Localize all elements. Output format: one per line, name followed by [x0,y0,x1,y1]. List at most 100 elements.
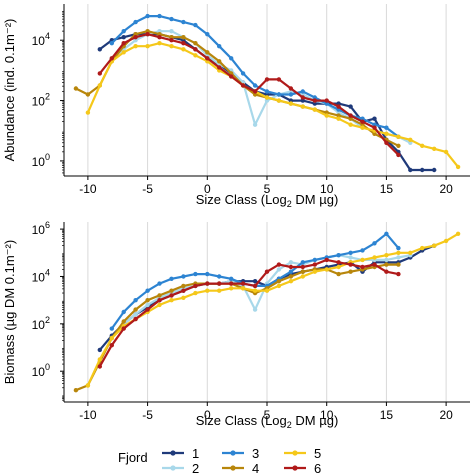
biomass-x-label-end: DM µg) [292,413,339,428]
biomass-series-5-point [432,243,437,248]
legend-swatch-point-6 [292,465,298,471]
biomass-series-3-point [312,257,317,263]
biomass-series-4-point [288,274,294,279]
biomass-series-5-point [264,288,270,293]
abundance-series-3-point [288,92,294,97]
biomass-series-6-point [109,343,115,348]
abundance-series-4-point [85,92,91,97]
abundance-x-tick-label: 0 [204,182,211,196]
legend-swatch-point-4 [230,465,236,471]
biomass-series-5-point [109,335,115,341]
biomass-series-2-point [252,307,258,312]
legend-label-2: 2 [192,461,199,474]
biomass-series-6-point [169,293,174,298]
biomass-series-3-point [288,269,294,274]
legend-swatch-point-3 [230,450,236,456]
abundance-series-3-point [169,16,174,22]
biomass-series-3-point [169,276,174,281]
biomass-x-label-main: Size Class (Log [196,413,287,428]
biomass-y-tick-label: 100 [32,362,50,379]
abundance-series-5-point [360,125,365,130]
biomass-series-6-point [336,260,341,265]
abundance-series-6-point [193,47,198,52]
abundance-x-tick-label: -10 [79,182,97,196]
abundance-series-5-point [193,53,198,58]
biomass-series-4-point [181,283,186,289]
biomass-series-6-point [97,364,103,369]
biomass-x-tick-label: 20 [439,408,453,422]
abundance-series-6-point [372,125,377,130]
abundance-series-5-point [312,107,317,112]
abundance-series-5-point [121,50,126,55]
abundance-series-1-point [121,35,126,40]
biomass-x-tick-label: 15 [380,408,394,422]
biomass-x-tick-label: -10 [79,408,97,422]
biomass-y-tick-label: 106 [32,220,50,237]
abundance-series-6-point [264,77,270,82]
biomass-series-5-point [217,288,222,293]
abundance-x-tick-label: 15 [380,182,394,196]
biomass-series-4-point [300,269,305,274]
biomass-series-5-point [181,295,186,300]
biomass-series-6-point [217,281,222,286]
biomass-series-4-point [73,388,79,393]
biomass-x-tick-label: 0 [204,408,211,422]
biomass-series-6-point [157,298,162,303]
biomass-series-6-point [240,281,246,286]
biomass-series-6-point [133,316,138,322]
abundance-series-6-point [360,119,365,124]
biomass-series-6-point [264,269,270,274]
fjord-legend: Fjord 12 34 56 [118,446,321,474]
abundance-x-tick-label: 5 [264,182,271,196]
abundance-series-1-point [300,98,305,103]
biomass-series-4-point [157,293,162,298]
biomass-series-6-point [145,307,150,312]
biomass-series-3-point [109,326,115,331]
abundance-series-3-point [384,125,389,130]
abundance-series-5-point [443,149,449,155]
biomass-series-6-point [300,264,305,270]
abundance-x-tick-label: 10 [320,182,334,196]
biomass-series-2-point [348,255,353,260]
abundance-series-1-point [408,167,413,173]
abundance-series-6-point [324,98,329,103]
abundance-series-5-point [432,146,437,151]
biomass-series-6-point [384,269,389,274]
biomass-series-5-point [97,357,103,362]
biomass-series-3-point [217,274,222,279]
legend-swatch-point-5 [292,450,298,456]
abundance-series-2-point [169,29,174,34]
biomass-series-1-point [252,279,258,284]
abundance-series-3-point [252,83,258,88]
biomass-series-group [73,231,461,393]
biomass-series-2-point [276,267,282,272]
abundance-series-4-point [181,35,186,40]
abundance-series-5-point [157,41,162,46]
abundance-y-tick-label: 102 [32,92,50,109]
abundance-series-6-point [97,71,103,76]
abundance-series-6-point [396,152,401,158]
abundance-series-5-point [420,143,425,148]
biomass-series-5-point [288,279,294,284]
abundance-series-5-point [455,164,461,170]
abundance-series-5-point [300,104,305,109]
abundance-x-axis-label: Size Class (Log2 DM µg) [196,192,339,209]
biomass-series-5-point [157,302,162,308]
biomass-series-5-point [240,286,246,291]
biomass-series-3-point [181,274,186,279]
biomass-series-5-point [312,269,317,274]
biomass-series-3-point [193,271,198,277]
biomass-series-5-point [384,253,389,258]
abundance-y-tick-label: 104 [32,31,50,48]
abundance-series-4-point [372,131,377,136]
biomass-series-3-point [360,248,365,253]
abundance-series-3-point [276,92,282,97]
abundance-x-label-sub: 2 [287,199,292,209]
abundance-x-tick-label: 20 [439,182,453,196]
abundance-series-3-point [264,89,270,94]
abundance-series-6-point [229,74,234,79]
biomass-series-2-point [396,255,401,260]
abundance-axes: -10 -5 0 5 10 15 20 100 102 104 [32,4,470,196]
abundance-series-3-point [109,41,115,46]
abundance-series-3-point [181,19,186,25]
